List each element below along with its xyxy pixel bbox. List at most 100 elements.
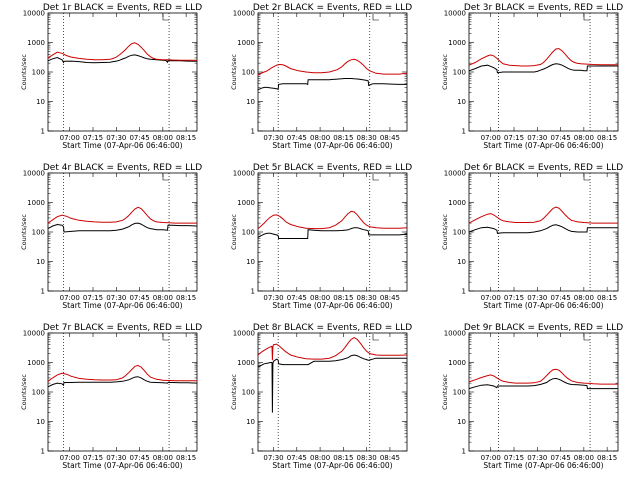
corner-marker — [162, 334, 169, 341]
y-tick-label: 1 — [462, 448, 466, 456]
y-tick-label: 1 — [41, 288, 45, 296]
x-tick-label: 08:15 — [333, 134, 353, 142]
x-tick-label: 07:30 — [263, 294, 283, 302]
corner-marker — [162, 174, 169, 181]
x-tick-label: 07:45 — [287, 294, 307, 302]
x-tick-label: 08:00 — [310, 134, 330, 142]
x-tick-label: 08:00 — [153, 294, 173, 302]
x-tick-label: 07:45 — [550, 134, 570, 142]
x-tick-label: 08:00 — [574, 454, 594, 462]
y-tick-label: 10000 — [23, 170, 45, 178]
chart-panel-3: Det 3r BLACK = Events, RED = LLD 1 10 100 10… — [441, 3, 623, 150]
y-tick-label: 100 — [242, 69, 255, 77]
lld-series-line — [468, 206, 618, 224]
events-series-line — [47, 222, 198, 233]
x-tick-label: 08:45 — [380, 454, 400, 462]
x-tick-label: 08:30 — [357, 454, 377, 462]
chart-title: Det 3r BLACK = Events, RED = LLD — [464, 3, 623, 13]
y-tick-label: 1 — [251, 288, 255, 296]
chart-title: Det 6r BLACK = Events, RED = LLD — [464, 163, 623, 173]
x-tick-label: 07:45 — [550, 294, 570, 302]
y-tick-label: 10000 — [23, 10, 45, 18]
x-tick-label: 07:30 — [527, 294, 547, 302]
y-tick-label: 1000 — [27, 359, 45, 367]
plot-frame — [47, 172, 198, 292]
y-tick-label: 10 — [36, 98, 45, 106]
x-tick-label: 08:15 — [597, 134, 617, 142]
x-tick-label: 08:00 — [310, 294, 330, 302]
chart-title: Det 9r BLACK = Events, RED = LLD — [464, 323, 623, 333]
y-axis-label: Counts/sec — [230, 54, 238, 90]
chart-title: Det 2r BLACK = Events, RED = LLD — [253, 3, 412, 13]
events-series-line — [257, 227, 408, 239]
y-tick-label: 1000 — [448, 359, 466, 367]
x-tick-label: 07:15 — [83, 294, 103, 302]
x-axis-label: Start Time (07-Apr-06 06:46:00) — [272, 461, 392, 470]
y-tick-label: 1000 — [237, 359, 255, 367]
x-tick-label: 08:00 — [574, 134, 594, 142]
x-tick-label: 07:15 — [83, 134, 103, 142]
y-tick-label: 10 — [36, 258, 45, 266]
x-tick-label: 07:45 — [287, 454, 307, 462]
x-tick-label: 08:15 — [333, 294, 353, 302]
y-tick-label: 10000 — [444, 330, 466, 338]
y-tick-label: 100 — [453, 229, 466, 237]
x-tick-label: 08:15 — [597, 454, 617, 462]
y-axis-label: Counts/sec — [441, 374, 449, 410]
x-tick-label: 07:15 — [504, 294, 524, 302]
x-tick-label: 07:30 — [527, 454, 547, 462]
corner-marker — [372, 174, 379, 181]
lld-series-line — [468, 368, 618, 385]
x-tick-label: 07:15 — [83, 454, 103, 462]
events-series-line — [257, 354, 407, 413]
corner-marker — [583, 174, 590, 181]
y-tick-label: 100 — [242, 389, 255, 397]
x-tick-label: 08:15 — [176, 134, 196, 142]
y-tick-label: 10 — [457, 258, 466, 266]
y-tick-label: 1000 — [237, 199, 255, 207]
events-series-line — [468, 377, 618, 390]
x-tick-label: 08:30 — [357, 294, 377, 302]
x-tick-label: 07:00 — [60, 134, 80, 142]
y-axis-label: Counts/sec — [20, 54, 28, 90]
x-tick-label: 08:00 — [153, 454, 173, 462]
x-tick-label: 08:00 — [310, 454, 330, 462]
chart-title: Det 1r BLACK = Events, RED = LLD — [43, 3, 202, 13]
y-tick-label: 100 — [453, 69, 466, 77]
corner-marker — [583, 14, 590, 21]
corner-marker — [372, 14, 379, 21]
chart-title: Det 8r BLACK = Events, RED = LLD — [253, 323, 412, 333]
events-series-line — [47, 54, 198, 64]
x-tick-label: 07:45 — [129, 454, 149, 462]
x-tick-label: 07:00 — [481, 294, 501, 302]
events-series-line — [468, 63, 618, 74]
y-tick-label: 1000 — [448, 199, 466, 207]
y-tick-label: 10000 — [233, 170, 255, 178]
corner-marker — [162, 14, 169, 21]
x-tick-label: 07:00 — [481, 134, 501, 142]
x-tick-label: 07:45 — [129, 294, 149, 302]
y-tick-label: 1 — [41, 448, 45, 456]
chart-panel-2: Det 2r BLACK = Events, RED = LLD 1 10 100 10… — [230, 3, 412, 150]
x-tick-label: 07:30 — [106, 294, 126, 302]
y-axis-label: Counts/sec — [230, 214, 238, 250]
y-axis-label: Counts/sec — [441, 214, 449, 250]
chart-panel-4: Det 4r BLACK = Events, RED = LLD 1 10 100 10… — [20, 163, 202, 310]
y-tick-label: 1 — [462, 128, 466, 136]
x-axis-label: Start Time (07-Apr-06 06:46:00) — [62, 301, 182, 310]
x-tick-label: 07:15 — [504, 134, 524, 142]
y-tick-label: 10000 — [23, 330, 45, 338]
lld-series-line — [468, 48, 618, 67]
x-tick-label: 07:00 — [60, 294, 80, 302]
x-axis-label: Start Time (07-Apr-06 06:46:00) — [62, 141, 182, 150]
chart-title: Det 7r BLACK = Events, RED = LLD — [43, 323, 202, 333]
chart-panel-8: Det 8r BLACK = Events, RED = LLD 1 10 100 10… — [230, 323, 412, 470]
chart-panel-6: Det 6r BLACK = Events, RED = LLD 1 10 100 10… — [441, 163, 623, 310]
lld-series-line — [47, 42, 197, 61]
y-tick-label: 10000 — [233, 330, 255, 338]
chart-title: Det 4r BLACK = Events, RED = LLD — [43, 163, 202, 173]
y-axis-label: Counts/sec — [441, 54, 449, 90]
chart-panel-1: Det 1r BLACK = Events, RED = LLD 1 10 100 10… — [20, 3, 202, 150]
y-tick-label: 10 — [457, 98, 466, 106]
